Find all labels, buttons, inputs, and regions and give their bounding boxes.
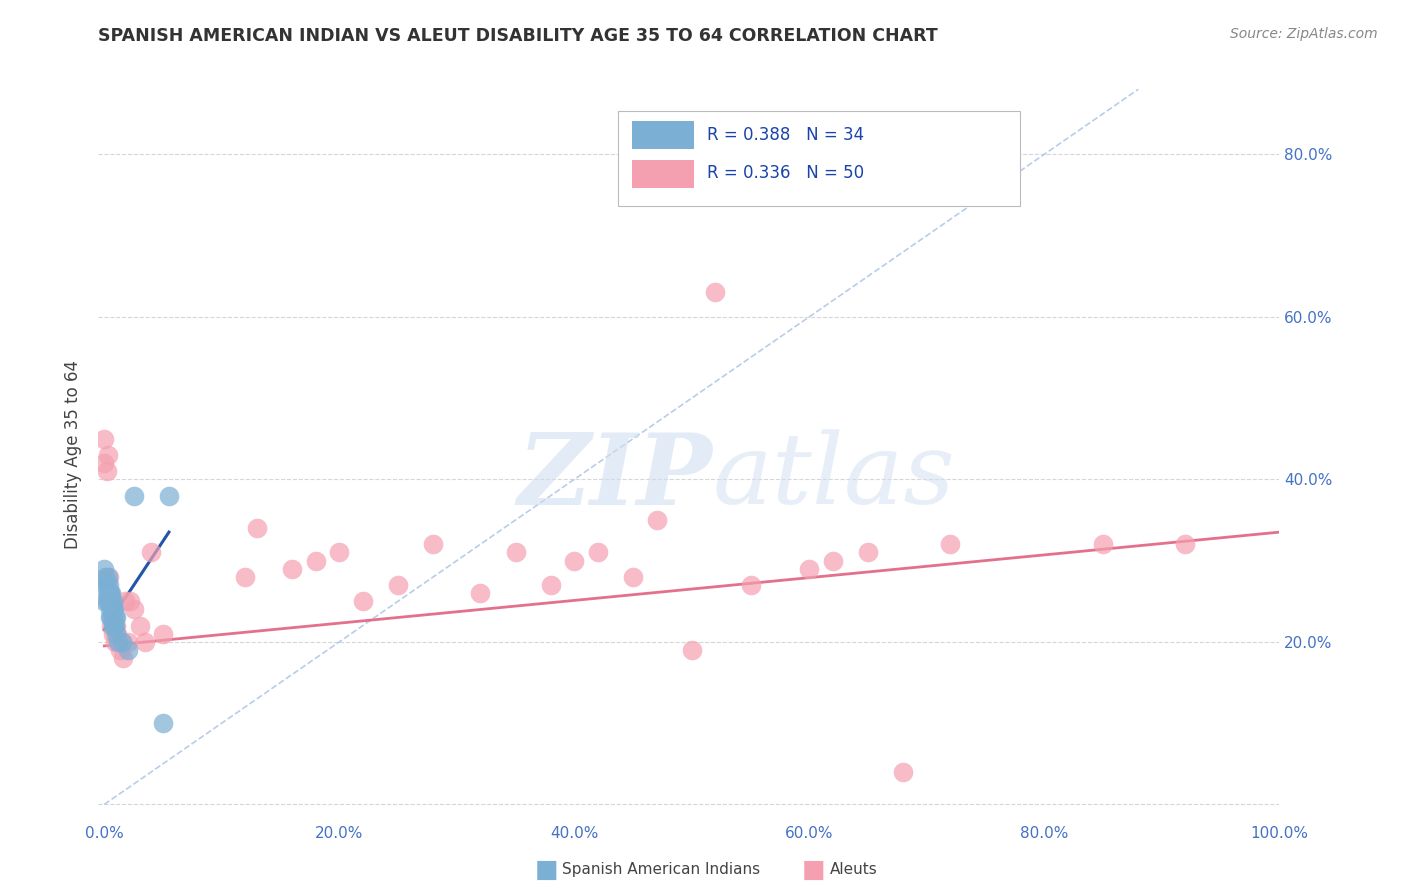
Point xyxy=(111,635,134,649)
Text: R = 0.388   N = 34: R = 0.388 N = 34 xyxy=(707,126,863,144)
Point xyxy=(103,602,125,616)
Point xyxy=(470,586,492,600)
FancyBboxPatch shape xyxy=(633,161,693,188)
Point xyxy=(98,586,121,600)
Point xyxy=(97,586,120,600)
Point xyxy=(98,586,121,600)
Point xyxy=(328,545,350,559)
Point xyxy=(107,635,129,649)
Point xyxy=(101,610,124,624)
Point xyxy=(352,594,374,608)
Point xyxy=(893,764,915,779)
Point xyxy=(104,610,127,624)
Point xyxy=(105,626,128,640)
Point xyxy=(98,610,121,624)
Point xyxy=(122,489,145,503)
Point xyxy=(97,448,120,462)
Point xyxy=(586,545,609,559)
Point xyxy=(105,626,128,640)
Point xyxy=(122,602,145,616)
Point xyxy=(152,716,174,731)
Text: atlas: atlas xyxy=(713,429,955,524)
Text: Aleuts: Aleuts xyxy=(830,863,877,877)
Point xyxy=(305,553,328,567)
FancyBboxPatch shape xyxy=(619,112,1019,206)
Point xyxy=(1092,537,1115,551)
Point xyxy=(233,570,256,584)
Point xyxy=(94,570,117,584)
Point xyxy=(98,594,121,608)
Point xyxy=(111,635,134,649)
Point xyxy=(93,456,115,470)
Point xyxy=(740,578,762,592)
Point xyxy=(105,610,128,624)
Y-axis label: Disability Age 35 to 64: Disability Age 35 to 64 xyxy=(65,360,83,549)
Point xyxy=(704,285,727,300)
Text: SPANISH AMERICAN INDIAN VS ALEUT DISABILITY AGE 35 TO 64 CORRELATION CHART: SPANISH AMERICAN INDIAN VS ALEUT DISABIL… xyxy=(98,27,938,45)
Point xyxy=(98,602,121,616)
Point xyxy=(103,618,125,632)
Point xyxy=(98,570,121,584)
Point xyxy=(128,618,150,632)
Point xyxy=(799,562,821,576)
Point xyxy=(939,537,962,551)
Point xyxy=(93,578,115,592)
Point xyxy=(117,635,139,649)
Point xyxy=(821,553,844,567)
Point xyxy=(422,537,444,551)
Point xyxy=(141,545,163,559)
Point xyxy=(108,643,131,657)
Point xyxy=(98,594,121,608)
Point xyxy=(564,553,586,567)
Text: Spanish American Indians: Spanish American Indians xyxy=(562,863,761,877)
Point xyxy=(98,586,121,600)
Point xyxy=(93,562,115,576)
Point xyxy=(93,594,115,608)
Point xyxy=(281,562,304,576)
Point xyxy=(97,570,120,584)
Point xyxy=(107,635,129,649)
Point xyxy=(246,521,269,535)
Point xyxy=(505,545,527,559)
Point xyxy=(134,635,156,649)
Point xyxy=(540,578,562,592)
Point xyxy=(96,578,118,592)
Point xyxy=(101,594,124,608)
Point xyxy=(645,513,668,527)
Point xyxy=(387,578,409,592)
Text: ■: ■ xyxy=(801,858,825,881)
Point xyxy=(100,618,122,632)
Point xyxy=(681,643,703,657)
Point xyxy=(96,464,118,478)
Point xyxy=(621,570,644,584)
Point xyxy=(96,594,118,608)
Text: Source: ZipAtlas.com: Source: ZipAtlas.com xyxy=(1230,27,1378,41)
FancyBboxPatch shape xyxy=(633,121,693,149)
Point xyxy=(100,610,122,624)
Point xyxy=(104,618,127,632)
Point xyxy=(101,618,124,632)
Point xyxy=(93,432,115,446)
Point xyxy=(101,602,124,616)
Point xyxy=(157,489,180,503)
Point xyxy=(114,594,136,608)
Point xyxy=(104,635,127,649)
Point xyxy=(101,602,124,616)
Point xyxy=(98,578,121,592)
Text: ■: ■ xyxy=(534,858,558,881)
Point xyxy=(1174,537,1197,551)
Point xyxy=(101,626,124,640)
Text: R = 0.336   N = 50: R = 0.336 N = 50 xyxy=(707,164,863,182)
Point xyxy=(112,651,135,665)
Point xyxy=(117,643,139,657)
Point xyxy=(103,618,125,632)
Point xyxy=(856,545,879,559)
Point xyxy=(100,586,122,600)
Point xyxy=(152,626,174,640)
Point xyxy=(120,594,142,608)
Point xyxy=(100,594,122,608)
Point xyxy=(105,618,128,632)
Text: ZIP: ZIP xyxy=(517,429,713,525)
